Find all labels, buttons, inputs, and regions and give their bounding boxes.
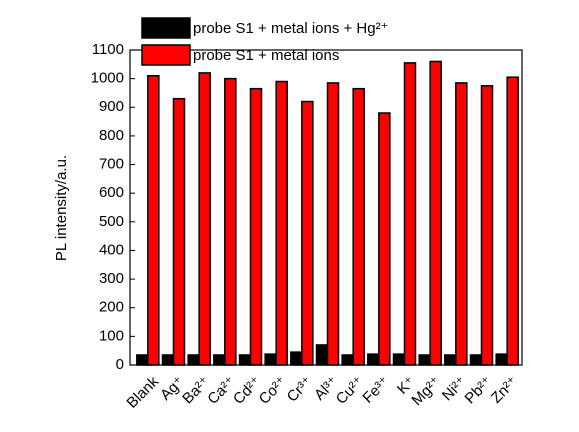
y-tick-label: 1000 <box>91 70 124 87</box>
bar <box>367 353 380 366</box>
bar <box>224 77 237 366</box>
bar <box>301 100 314 366</box>
plot-frame <box>129 49 523 366</box>
x-tick-label: Co²⁺ <box>256 373 291 408</box>
bar <box>213 354 226 366</box>
bar <box>264 353 277 366</box>
bar <box>172 97 186 366</box>
bar <box>315 344 329 366</box>
legend-swatch <box>141 44 191 66</box>
bar <box>480 85 494 366</box>
y-tick-label: 600 <box>99 184 124 201</box>
x-tick-label: Ca²⁺ <box>204 373 239 408</box>
bar <box>238 354 252 366</box>
y-tick-label: 800 <box>99 127 124 144</box>
legend-label: probe S1 + metal ions <box>193 47 339 64</box>
bar <box>326 82 340 366</box>
legend-swatch <box>141 17 191 39</box>
bar <box>161 354 175 366</box>
x-tick-label: Cr³⁺ <box>284 373 316 405</box>
y-tick-label: 300 <box>99 270 124 287</box>
x-tick-label: Pb²⁺ <box>462 373 496 407</box>
x-tick-label: Zn²⁺ <box>488 373 522 407</box>
bar <box>275 80 288 366</box>
bar <box>341 354 354 366</box>
y-axis-label: PL intensity/a.u. <box>53 155 70 261</box>
bar <box>418 354 431 366</box>
bar <box>392 353 406 366</box>
bar <box>147 75 160 366</box>
legend-label: probe S1 + metal ions + Hg²⁺ <box>193 20 389 37</box>
y-tick-label: 500 <box>99 213 124 230</box>
y-tick-label: 700 <box>99 156 124 173</box>
bar <box>249 87 263 366</box>
bar <box>429 60 442 366</box>
bar <box>403 62 417 366</box>
x-tick-label: Cd²⁺ <box>230 373 265 408</box>
bar <box>187 354 200 366</box>
bar <box>506 76 519 366</box>
y-tick-label: 0 <box>116 356 124 373</box>
x-tick-label: Cu²⁺ <box>333 373 368 408</box>
bar <box>378 112 391 366</box>
y-tick-label: 100 <box>99 327 124 344</box>
bar <box>469 354 483 366</box>
bar <box>444 354 457 366</box>
bar <box>352 87 365 366</box>
y-tick-label: 900 <box>99 98 124 115</box>
y-tick-label: 400 <box>99 241 124 258</box>
x-tick-label: Fe³⁺ <box>359 373 393 407</box>
y-tick-label: 200 <box>99 299 124 316</box>
bar <box>198 72 211 366</box>
bar <box>290 351 303 366</box>
y-tick-label: 1100 <box>92 41 124 58</box>
bar <box>495 353 508 366</box>
bar <box>455 82 468 366</box>
bar <box>136 354 149 366</box>
x-tick-label: Ba²⁺ <box>179 373 213 407</box>
